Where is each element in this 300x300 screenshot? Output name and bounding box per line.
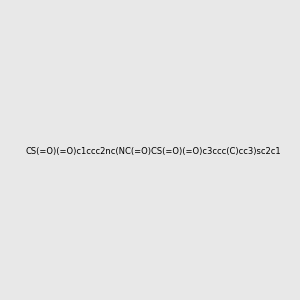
Text: CS(=O)(=O)c1ccc2nc(NC(=O)CS(=O)(=O)c3ccc(C)cc3)sc2c1: CS(=O)(=O)c1ccc2nc(NC(=O)CS(=O)(=O)c3ccc… — [26, 147, 282, 156]
